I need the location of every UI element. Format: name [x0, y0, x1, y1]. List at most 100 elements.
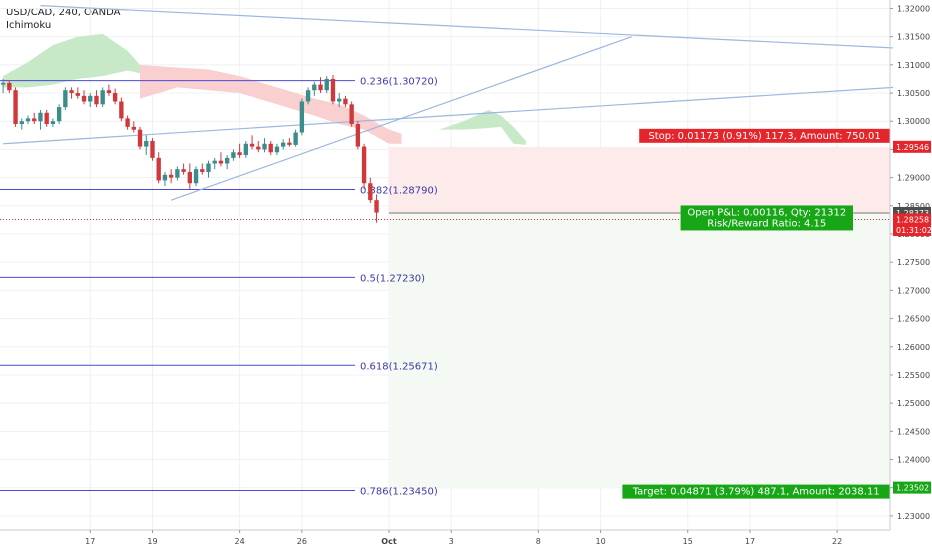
ichimoku-cloud-green-future: [438, 109, 526, 145]
price-tick-label: 1.23000: [897, 512, 930, 521]
target-label: Target: 0.04871 (3.79%) 487.1, Amount: 2…: [622, 484, 890, 499]
candle-body: [218, 160, 224, 164]
candle-body: [187, 171, 193, 184]
target-label-bg: [622, 484, 890, 499]
candle-body: [137, 129, 143, 147]
price-tag-text: 1.23502: [896, 484, 929, 493]
pnl-label-text: Open P&L: 0.00116, Qty: 21312: [687, 207, 846, 218]
candle-body: [44, 112, 49, 125]
candle-body: [249, 143, 255, 147]
price-tick-label: 1.24000: [897, 456, 930, 465]
time-tick-label: 22: [832, 537, 842, 546]
price-tag-bg: [893, 224, 931, 237]
candle-body: [287, 142, 292, 145]
time-tick-label: 17: [745, 537, 755, 546]
candle-body: [262, 143, 267, 150]
candle-body: [231, 152, 236, 158]
price-tag-text: 01:31:02: [896, 226, 932, 235]
candle-body: [25, 118, 31, 122]
ichimoku-cloud-red: [140, 64, 402, 144]
fib-level-label: 0.382(1.28790): [360, 185, 438, 196]
candle-body: [0, 82, 6, 85]
price-tag-text: 1.29546: [896, 143, 929, 152]
price-tick-label: 1.29000: [897, 174, 930, 183]
candle-body: [293, 132, 298, 145]
candle-body: [94, 95, 99, 105]
trendline: [40, 5, 894, 49]
fib-level-label: 0.618(1.25671): [360, 361, 438, 372]
candle-body: [112, 93, 118, 102]
price-tick-label: 1.32000: [897, 4, 930, 13]
price-tick-label: 1.26500: [897, 315, 930, 324]
candle-body: [256, 146, 261, 150]
candle-body: [200, 169, 205, 172]
ichimoku-cloud-green: [3, 33, 141, 88]
price-tick-label: 1.31500: [897, 33, 930, 42]
trendline: [3, 86, 894, 145]
price-tick-label: 1.24500: [897, 427, 930, 436]
candle-body: [243, 143, 249, 156]
time-tick-label: 10: [596, 537, 606, 546]
candle-body: [125, 118, 130, 127]
price-tick-label: 1.28500: [897, 202, 930, 211]
candle-body: [312, 84, 317, 91]
candle-body: [175, 169, 180, 178]
price-tag-bg: [893, 481, 931, 494]
price-tick-label: 1.30000: [897, 117, 930, 126]
candle-body: [181, 169, 186, 172]
candle-body: [337, 98, 342, 102]
candle-body: [38, 112, 43, 122]
pnl-label-bg: [680, 205, 853, 231]
candle-body: [100, 90, 105, 105]
price-tick-label: 1.31000: [897, 61, 930, 70]
time-tick-label: 19: [147, 537, 157, 546]
candle-body: [19, 121, 24, 125]
price-tag-bg: [893, 213, 931, 226]
candle-body: [268, 143, 273, 153]
candle-body: [355, 124, 361, 147]
candles: [0, 74, 379, 223]
candle-body: [69, 90, 74, 94]
time-tick-label: 26: [297, 537, 307, 546]
candle-body: [212, 160, 217, 164]
indicator-label[interactable]: Ichimoku: [6, 20, 52, 31]
candle-body: [131, 126, 136, 130]
candle-body: [75, 93, 80, 96]
price-tag-bg: [893, 140, 931, 153]
price-tick-label: 1.30500: [897, 89, 930, 98]
time-axis: 17 19 24 26 Oct 3 8 10 15 17 22: [0, 529, 890, 546]
candle-body: [63, 90, 68, 108]
price-tick-label: 1.27000: [897, 286, 930, 295]
candle-body: [168, 174, 174, 178]
stop-label-bg: [639, 128, 890, 143]
time-tick-label: 8: [536, 537, 541, 546]
candle-body: [13, 90, 18, 125]
pnl-label: Open P&L: 0.00116, Qty: 21312Risk/Reward…: [680, 205, 853, 231]
fib-level-label: 0.5(1.27230): [360, 273, 425, 284]
candle-body: [374, 200, 379, 213]
pnl-label-text: Risk/Reward Ratio: 4.15: [707, 218, 826, 229]
candle-body: [330, 78, 336, 102]
price-tick-label: 1.26000: [897, 343, 930, 352]
candle-body: [50, 121, 56, 125]
candle-body: [56, 107, 62, 122]
candle-body: [368, 183, 373, 201]
candle-body: [318, 84, 323, 91]
candle-body: [343, 98, 348, 105]
symbol-label[interactable]: USD/CAD, 240, OANDA: [6, 7, 121, 18]
price-tag-text: 1.28258: [896, 215, 929, 224]
candle-body: [324, 78, 329, 91]
fib-level-label: 0.236(1.30720): [360, 77, 438, 88]
candle-body: [305, 90, 311, 102]
time-tick-label: 3: [449, 537, 454, 546]
target-zone: [388, 212, 890, 488]
chart-header: USD/CAD, 240, OANDA Ichimoku: [6, 6, 120, 32]
candle-body: [299, 101, 305, 133]
candle-body: [237, 152, 242, 156]
candle-body: [88, 95, 93, 102]
price-tick-label: 1.25500: [897, 371, 930, 380]
trendline: [170, 36, 632, 201]
time-tick-label: Oct: [381, 537, 397, 546]
time-tick-label: 15: [683, 537, 693, 546]
